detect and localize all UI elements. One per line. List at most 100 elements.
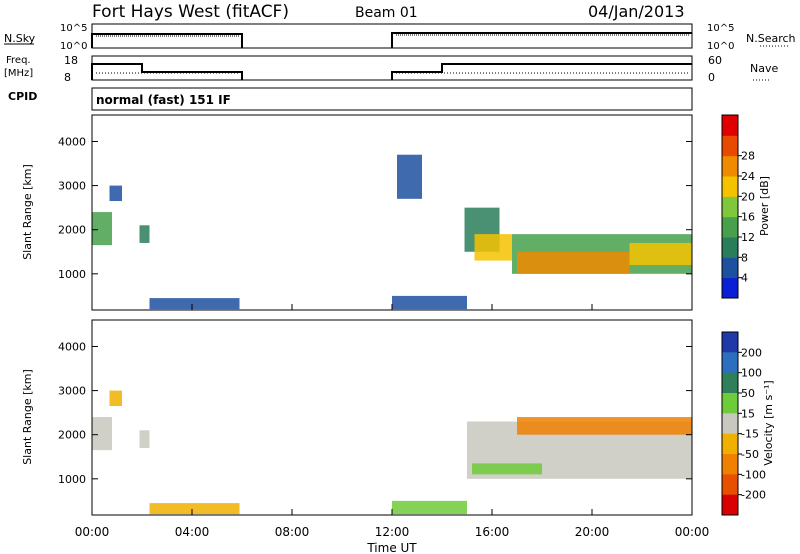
cpid-panel	[91, 87, 693, 111]
power-colorbar-tick-label: 20	[741, 190, 755, 203]
freq-label: Freq.	[6, 55, 31, 66]
power-colorbar-label: Power [dB]	[758, 176, 771, 236]
power-colorbar-swatch	[722, 155, 738, 177]
nsky-tick-top: 10^5	[60, 23, 87, 34]
y-tick-label: 3000	[58, 180, 86, 193]
y-tick-label: 1000	[58, 268, 86, 281]
velocity-colorbar-tick-label: -50	[741, 448, 759, 461]
y-tick-label: 3000	[58, 385, 86, 398]
power-colorbar-swatch	[722, 196, 738, 218]
nsky-trace-1	[91, 33, 243, 48]
power-heatmap: 1000 2000 3000 4000	[58, 114, 693, 311]
power-colorbar-swatch	[722, 216, 738, 238]
power-colorbar-tick-label: 16	[741, 211, 755, 224]
velocity-echo-region-1	[109, 390, 122, 407]
velocity-colorbar-label: Velocity [m s⁻¹]	[762, 380, 775, 465]
y-tick-label: 4000	[58, 135, 86, 148]
velocity-colorbar-tick-label: -15	[741, 428, 759, 441]
velocity-echo-region-4	[392, 500, 467, 515]
velocity-colorbar-swatch	[722, 352, 738, 374]
y-tick-label: 2000	[58, 429, 86, 442]
velocity-colorbar-swatch	[722, 372, 738, 394]
x-tick-label: 12:00	[375, 525, 410, 539]
velocity-echo-region-3	[149, 503, 240, 515]
x-tick-label: 16:00	[475, 525, 510, 539]
nave-tick-top: 60	[708, 54, 722, 67]
power-echo-region-2	[139, 225, 150, 243]
power-echo-region-1	[109, 185, 122, 202]
velocity-colorbar-tick-label: 100	[741, 367, 762, 380]
velocity-colorbar-swatch	[722, 494, 738, 516]
nsearch-tick-bottom: 10^0	[707, 41, 734, 52]
freq-panel: Freq. [MHz] 18 8 60 0 Nave	[4, 54, 778, 84]
x-tick-label: 00:00	[675, 525, 710, 539]
y-tick-label: 1000	[58, 473, 86, 486]
velocity-echo-region-2	[139, 430, 150, 448]
velocity-echo-region-0	[92, 417, 112, 451]
nsky-label: N.Sky	[4, 32, 36, 45]
power-colorbar: 4 8 12 16 20 24 28 Power [dB]	[721, 114, 771, 299]
power-colorbar-tick-label: 12	[741, 231, 755, 244]
nsky-trace-2	[391, 32, 692, 48]
velocity-colorbar-tick-label: -200	[741, 489, 766, 502]
nsearch-label: N.Search	[746, 32, 796, 45]
power-colorbar-tick-label: 24	[741, 170, 755, 183]
velocity-heatmap: 1000 2000 3000 4000	[58, 319, 693, 516]
y-tick-label: 4000	[58, 340, 86, 353]
power-echo-region-5	[397, 154, 422, 199]
nsky-panel: N.Sky 10^5 10^0 10^5 10^0 N.Search	[4, 23, 796, 52]
nsky-tick-bottom: 10^0	[60, 41, 87, 52]
velocity-echo-region-7	[517, 417, 692, 435]
nave-label: Nave	[750, 62, 778, 75]
power-echo-region-0	[92, 212, 112, 246]
velocity-colorbar-tick-label: -100	[741, 468, 766, 481]
x-tick-label: 08:00	[275, 525, 310, 539]
velocity-colorbar-tick-label: 15	[741, 407, 755, 420]
freq-trace-2	[391, 63, 692, 80]
power-echo-region-9	[517, 251, 630, 274]
power-colorbar-tick-label: 8	[741, 251, 748, 264]
power-echo-region-4	[392, 295, 467, 310]
freq-tick-bottom: 8	[64, 71, 71, 84]
power-echo-region-3	[149, 298, 240, 310]
freq-tick-top: 18	[64, 54, 78, 67]
power-echo-region-7	[474, 234, 512, 261]
y-tick-label: 2000	[58, 224, 86, 237]
velocity-colorbar-swatch	[722, 433, 738, 455]
velocity-colorbar-swatch	[722, 454, 738, 475]
velocity-colorbar-swatch	[722, 393, 738, 414]
x-tick-label: 00:00	[75, 525, 110, 539]
x-tick-label: 20:00	[575, 525, 610, 539]
velocity-colorbar-swatch	[722, 332, 738, 353]
freq-unit-label: [MHz]	[4, 68, 33, 79]
cpid-label: CPID	[8, 90, 37, 103]
power-colorbar-swatch	[722, 237, 738, 258]
velocity-colorbar: 200 100 50 15 -15 -50 -100 -200 Velocity [m s⁻¹…	[721, 331, 775, 516]
nsearch-tick-top: 10^5	[707, 23, 734, 34]
cpid-text: normal (fast) 151 IF	[96, 93, 231, 107]
freq-trace-1	[91, 63, 243, 80]
power-ylabel: Slant Range [km]	[21, 164, 34, 260]
x-axis-label: Time UT	[366, 541, 417, 554]
date-title: 04/Jan/2013	[588, 2, 685, 21]
power-colorbar-swatch	[722, 277, 738, 299]
power-colorbar-swatch	[722, 135, 738, 157]
beam-title: Beam 01	[355, 5, 418, 21]
power-echo-region-10	[629, 242, 692, 265]
power-colorbar-swatch	[722, 115, 738, 136]
velocity-colorbar-tick-label: 200	[741, 346, 762, 359]
velocity-ylabel: Slant Range [km]	[21, 369, 34, 465]
velocity-echo-region-6	[472, 463, 542, 475]
nave-tick-bottom: 0	[708, 71, 715, 84]
station-title: Fort Hays West (fitACF)	[92, 2, 289, 22]
velocity-colorbar-swatch	[722, 413, 738, 435]
power-colorbar-tick-label: 4	[741, 272, 748, 285]
power-colorbar-swatch	[722, 176, 738, 197]
x-tick-label: 04:00	[175, 525, 210, 539]
velocity-colorbar-tick-label: 50	[741, 387, 755, 400]
power-colorbar-swatch	[722, 257, 738, 279]
velocity-colorbar-swatch	[722, 474, 738, 496]
x-axis: 00:00 04:00 08:00 12:00 16:00 20:00 00:00	[75, 304, 710, 539]
power-colorbar-tick-label: 28	[741, 150, 755, 163]
